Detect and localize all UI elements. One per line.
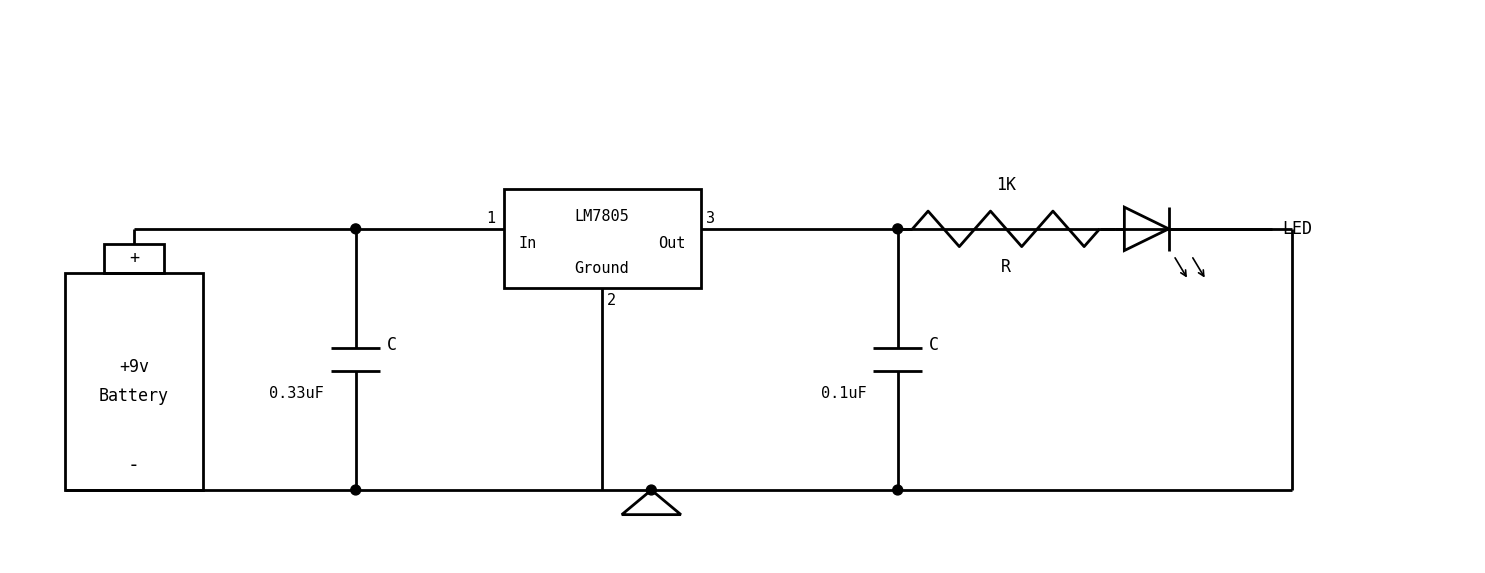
Text: 1: 1 <box>487 211 496 226</box>
Text: 2: 2 <box>607 293 616 308</box>
Text: Ground: Ground <box>575 261 630 276</box>
Circle shape <box>892 224 903 234</box>
Text: R: R <box>1001 258 1011 276</box>
Bar <box>503 190 701 288</box>
Text: 3: 3 <box>705 211 714 226</box>
Text: +9v: +9v <box>119 358 148 376</box>
Text: +: + <box>129 249 140 268</box>
Bar <box>104 244 163 273</box>
Bar <box>65 273 203 490</box>
Text: LM7805: LM7805 <box>575 209 630 224</box>
Text: Battery: Battery <box>99 387 169 405</box>
Text: Out: Out <box>658 236 686 251</box>
Text: C: C <box>388 336 398 354</box>
Text: C: C <box>930 336 939 354</box>
Circle shape <box>350 485 361 495</box>
Text: In: In <box>518 236 536 251</box>
Text: -: - <box>128 456 140 475</box>
Circle shape <box>646 485 656 495</box>
Text: 0.1uF: 0.1uF <box>821 386 866 402</box>
Circle shape <box>350 224 361 234</box>
Text: LED: LED <box>1282 220 1313 238</box>
Text: 1K: 1K <box>996 176 1016 194</box>
Circle shape <box>892 485 903 495</box>
Text: 0.33uF: 0.33uF <box>269 386 324 402</box>
